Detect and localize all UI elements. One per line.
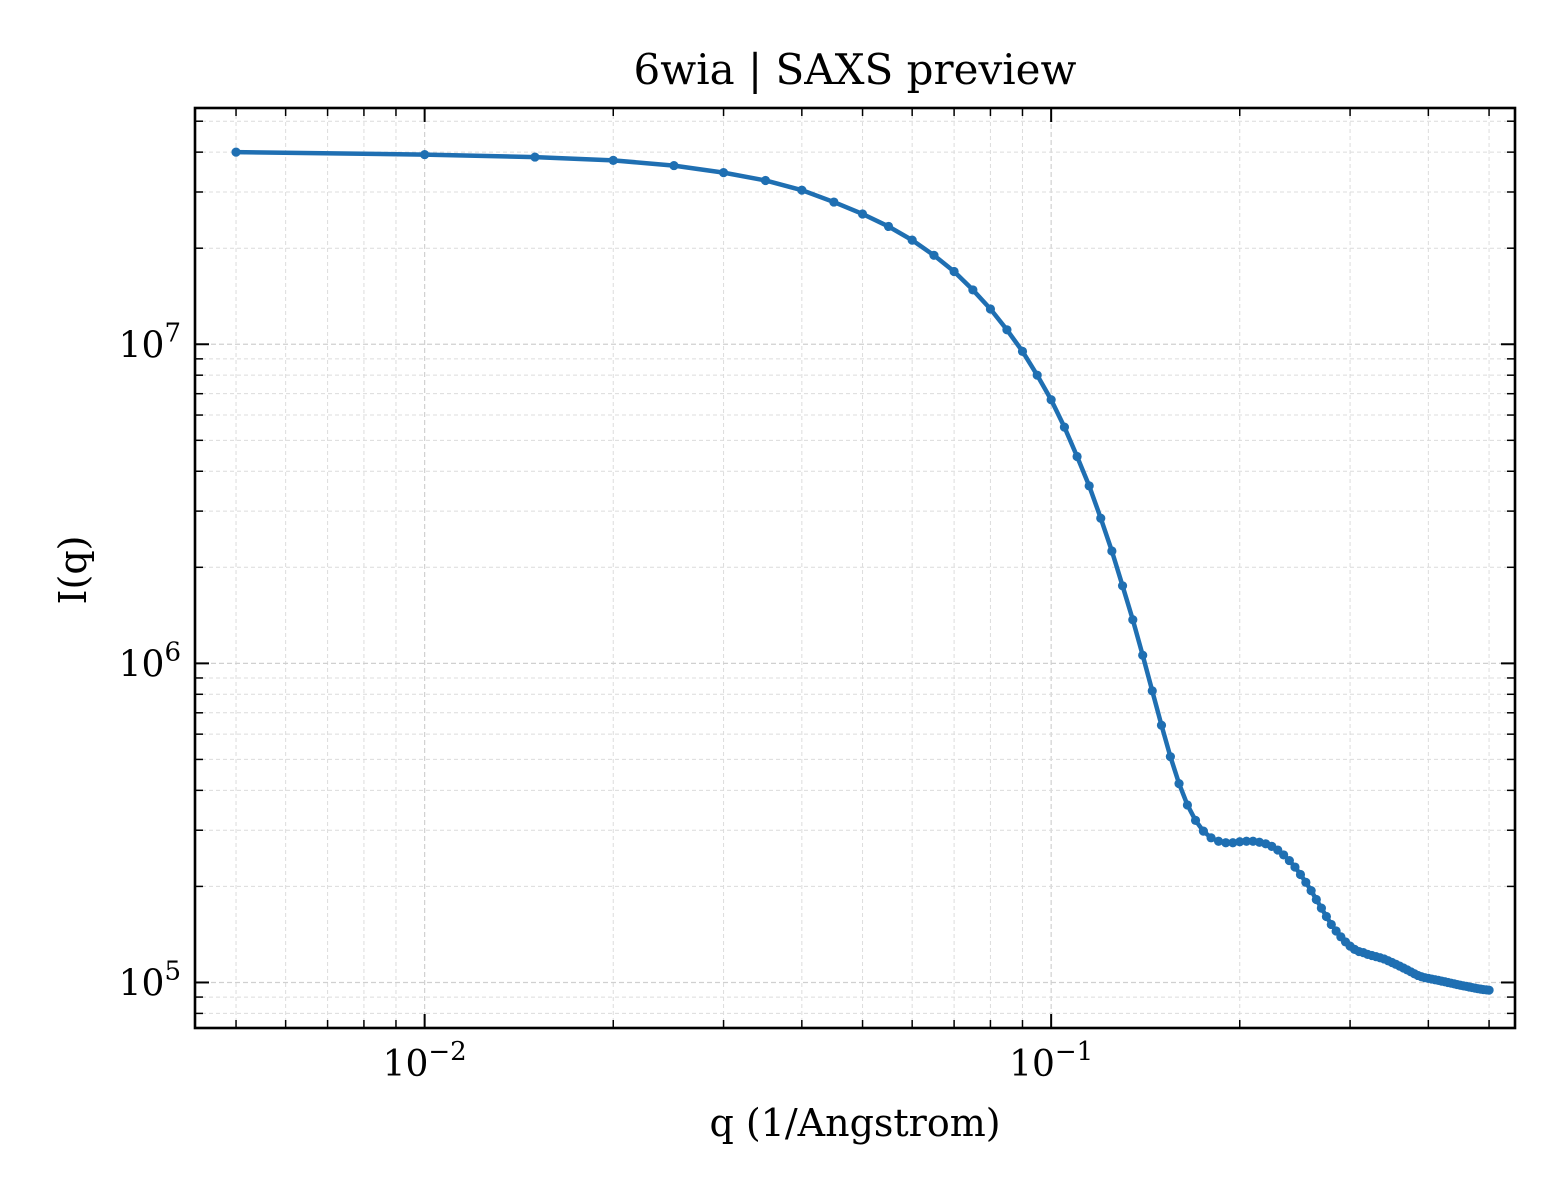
y-tick-label: 105 (119, 956, 181, 1004)
data-point (1096, 513, 1106, 523)
data-point (797, 185, 807, 195)
data-point (1046, 395, 1056, 405)
data-point (1198, 826, 1209, 836)
data-point (718, 168, 729, 178)
data-point (1316, 903, 1327, 913)
data-point (1059, 422, 1070, 432)
y-tick-label: 106 (119, 637, 181, 685)
x-tick-label: 10−2 (383, 1037, 467, 1085)
data-point (907, 235, 917, 245)
grid (195, 108, 1515, 1028)
data-point (857, 209, 868, 219)
data-point (420, 149, 430, 160)
data-point (1165, 752, 1175, 762)
data-point (1002, 325, 1012, 335)
data-point (1306, 886, 1316, 896)
data-point (1321, 911, 1332, 922)
data-point (1128, 615, 1138, 625)
data-point (1084, 481, 1094, 491)
data-point (1156, 720, 1167, 730)
data-point (1284, 855, 1294, 866)
data-point (968, 285, 978, 295)
data-point (1228, 838, 1238, 848)
data-point (1174, 778, 1184, 789)
data-point (669, 160, 679, 171)
data-point (608, 155, 618, 165)
data-point (1326, 919, 1336, 930)
data-point (231, 147, 241, 157)
data-point (883, 221, 894, 232)
data-point (760, 175, 771, 186)
data-point (1213, 836, 1224, 846)
data-point (1295, 869, 1306, 880)
data-point (1235, 837, 1245, 847)
data-point (1147, 686, 1157, 696)
data-point (1032, 370, 1042, 380)
y-tick-label: 107 (119, 318, 181, 366)
data-point (985, 304, 996, 314)
data-point (1290, 862, 1300, 872)
data-point (1221, 838, 1231, 848)
data-point (1206, 833, 1216, 843)
x-tick-label: 10−1 (1009, 1037, 1093, 1085)
data-point (1311, 894, 1321, 905)
data-point (1182, 800, 1193, 810)
data-point (1072, 451, 1082, 462)
data-point (1301, 877, 1311, 887)
x-axis-label: q (1/Angstrom) (709, 1101, 1000, 1145)
data-point (1279, 850, 1289, 860)
data-point (1017, 346, 1028, 356)
data-point (1117, 581, 1128, 591)
chart-title: 6wia | SAXS preview (634, 45, 1077, 94)
data-point (1241, 836, 1252, 846)
series-layer (231, 147, 1494, 995)
data-point (829, 197, 839, 207)
data-point (1484, 985, 1494, 995)
data-point (1138, 650, 1148, 660)
ticks: 10−2 10−1 105 106 107 (119, 108, 1515, 1085)
data-point (949, 266, 959, 277)
data-point (929, 250, 939, 260)
data-point (1107, 546, 1117, 556)
data-point (1190, 815, 1201, 826)
y-axis-label: I(q) (51, 536, 95, 605)
data-point (530, 152, 540, 162)
